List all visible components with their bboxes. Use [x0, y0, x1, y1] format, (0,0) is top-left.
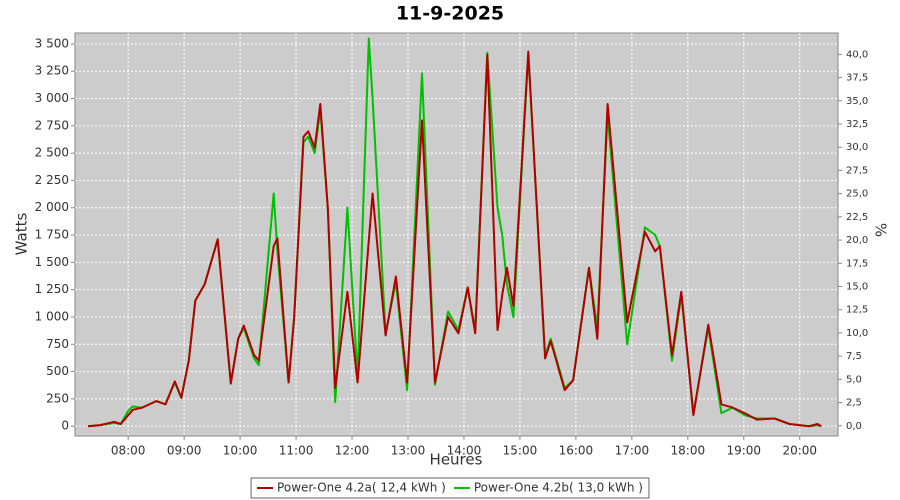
y2-tick-label: 35,0: [846, 96, 868, 107]
plot-area: [74, 32, 839, 437]
y-tick-label: 750: [46, 337, 69, 351]
x-tick-label: 20:00: [782, 444, 817, 458]
y2-tick-label: 37,5: [846, 73, 868, 84]
x-tick-label: 12:00: [335, 444, 370, 458]
y-tick-label: 1 000: [35, 309, 69, 323]
y-tick-label: 2 250: [35, 173, 69, 187]
y2-tick-label: 27,5: [846, 165, 868, 176]
legend-box: [250, 477, 650, 499]
x-tick-label: 10:00: [223, 444, 258, 458]
y-tick-label: 3 000: [35, 91, 69, 105]
y2-axis-title: %: [872, 223, 890, 237]
x-tick-label: 09:00: [167, 444, 202, 458]
y-tick-label: 2 000: [35, 200, 69, 214]
legend: Power-One 4.2a( 12,4 kWh ) Power-One 4.2b…: [250, 477, 650, 499]
y2-tick-label: 5,0: [846, 374, 862, 385]
x-tick-label: 14:00: [447, 444, 482, 458]
y2-tick-label: 7,5: [846, 351, 862, 362]
y2-tick-label: 32,5: [846, 119, 868, 130]
x-tick-label: 17:00: [615, 444, 650, 458]
legend-label: Power-One 4.2a( 12,4 kWh ): [277, 481, 446, 495]
x-tick-label: 08:00: [111, 444, 146, 458]
y-tick-label: 250: [46, 391, 69, 405]
y-tick-label: 500: [46, 364, 69, 378]
y2-tick-label: 10,0: [846, 328, 868, 339]
y2-tick-label: 30,0: [846, 142, 868, 153]
x-tick-label: 15:00: [503, 444, 538, 458]
y-tick-label: 0: [61, 419, 69, 433]
x-tick-label: 18:00: [671, 444, 706, 458]
y2-tick-label: 15,0: [846, 282, 868, 293]
y-tick-label: 1 500: [35, 255, 69, 269]
x-axis-title: Heures: [430, 451, 483, 469]
y2-tick-label: 22,5: [846, 212, 868, 223]
y-tick-label: 2 750: [35, 118, 69, 132]
x-tick-label: 11:00: [279, 444, 314, 458]
chart-title: 11-9-2025: [396, 3, 504, 25]
x-tick-label: 16:00: [559, 444, 594, 458]
y2-tick-label: 40,0: [846, 49, 868, 60]
y2-tick-label: 0,0: [846, 421, 862, 432]
y-tick-label: 2 500: [35, 146, 69, 160]
y2-tick-label: 25,0: [846, 189, 868, 200]
y2-tick-label: 20,0: [846, 235, 868, 246]
y2-tick-label: 12,5: [846, 305, 868, 316]
y-axis-title: Watts: [13, 213, 31, 256]
y-tick-label: 3 250: [35, 64, 69, 78]
legend-label: Power-One 4.2b( 13,0 kWh ): [474, 481, 643, 495]
y-tick-label: 3 500: [35, 36, 69, 50]
y2-tick-label: 2,5: [846, 398, 862, 409]
y-tick-label: 1 250: [35, 282, 69, 296]
series-line: [88, 50, 822, 428]
x-tick-label: 19:00: [726, 444, 761, 458]
x-tick-label: 13:00: [391, 444, 426, 458]
y-tick-label: 1 750: [35, 228, 69, 242]
y2-tick-label: 17,5: [846, 258, 868, 269]
